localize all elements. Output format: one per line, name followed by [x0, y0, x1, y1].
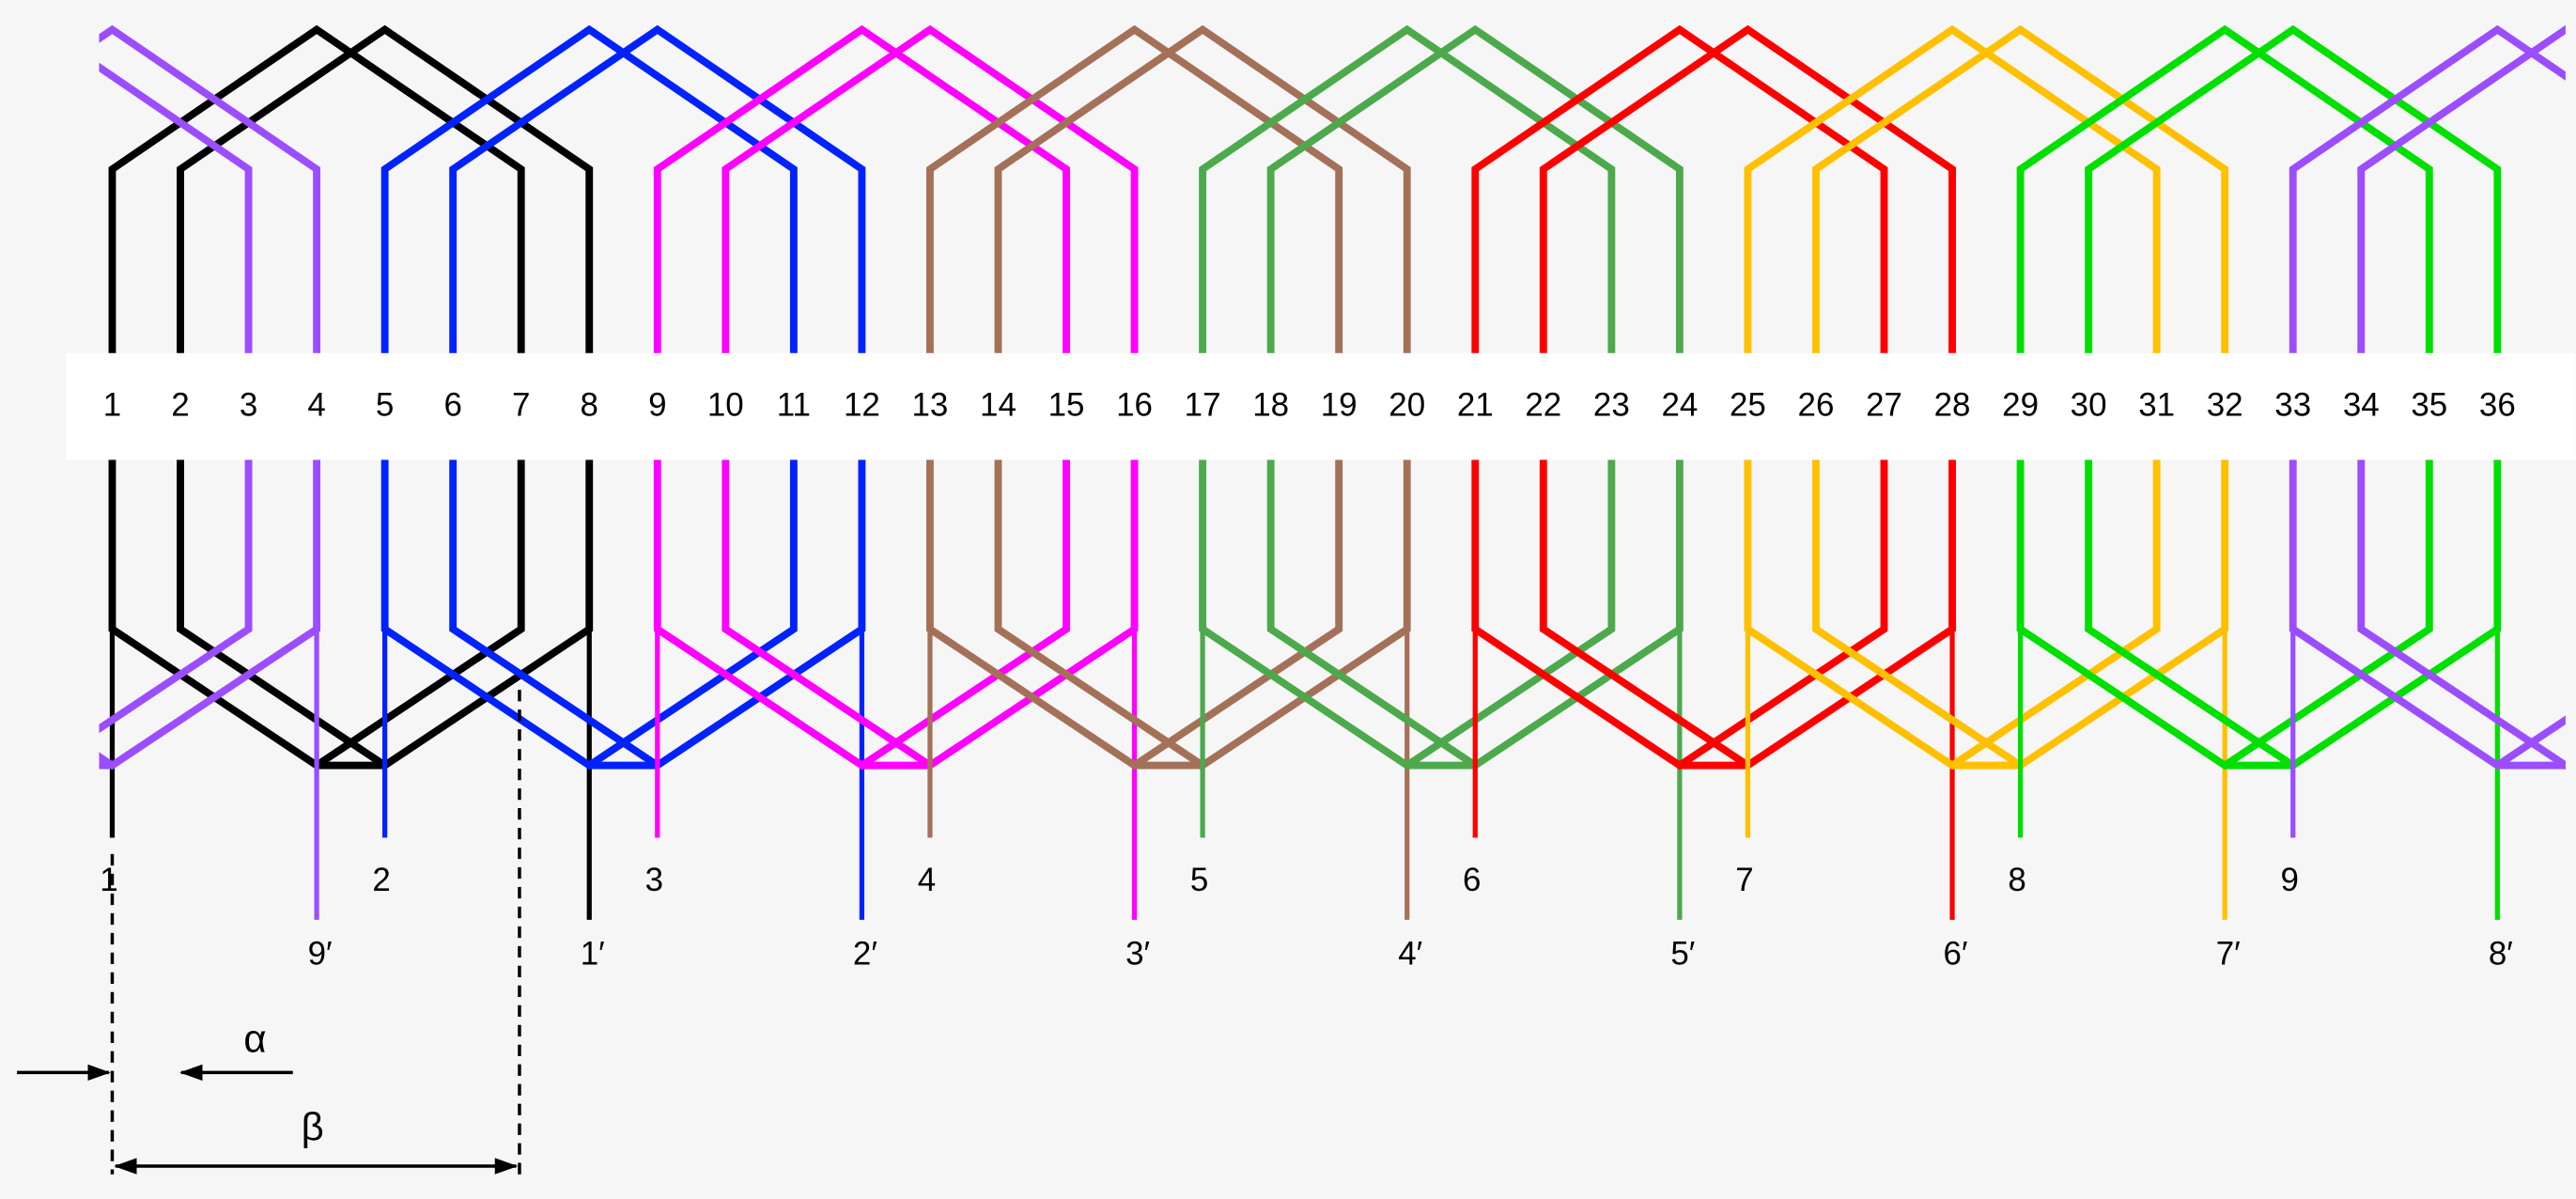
- slot-label: 10: [707, 387, 744, 424]
- slot-band: [66, 352, 2576, 460]
- coil-top: [2289, 24, 2566, 353]
- slot-label: 2: [171, 387, 189, 424]
- coil-top: [2085, 24, 2502, 353]
- lead-end-label: 1′: [581, 936, 605, 973]
- slot-label: 9: [648, 387, 666, 424]
- lead-end-label: 4′: [1398, 936, 1422, 973]
- slot-label: 4: [307, 387, 325, 424]
- slot-label: 15: [1048, 387, 1085, 424]
- slot-label: 20: [1389, 387, 1425, 424]
- lead-end-label: 3′: [1125, 936, 1150, 973]
- slot-label: 13: [912, 387, 949, 424]
- slot-label: 23: [1593, 387, 1630, 424]
- slot-label: 11: [777, 387, 811, 424]
- slot-label: 7: [512, 387, 530, 424]
- slot-label: 6: [443, 387, 461, 424]
- coils: [99, 24, 2566, 920]
- lead-start-label: 5: [1190, 862, 1208, 898]
- slot-label: 14: [980, 387, 1016, 424]
- coil-bottom: [2357, 459, 2566, 771]
- coil-top: [1471, 24, 1888, 353]
- lead-start-label: 9: [2281, 862, 2299, 898]
- slot-label: 25: [1730, 387, 1766, 424]
- coil-top: [1266, 24, 1684, 353]
- coil-top: [380, 24, 798, 353]
- coil-top: [99, 24, 321, 353]
- slot-label: 5: [376, 387, 394, 424]
- coil-top: [722, 24, 1139, 353]
- slot-label: 35: [2411, 387, 2447, 424]
- lead-end-label: 9′: [308, 936, 333, 973]
- beta-label: β: [302, 1105, 324, 1149]
- slot-label: 19: [1321, 387, 1358, 424]
- coil-top: [99, 62, 253, 353]
- lead-end-label: 5′: [1670, 936, 1695, 973]
- lead-end-label: 8′: [2489, 936, 2513, 973]
- coil-top: [1812, 24, 2229, 353]
- slot-label: 8: [581, 387, 598, 424]
- lead-start-label: 2: [372, 862, 390, 898]
- lead-start-label: 6: [1463, 862, 1481, 898]
- lead-end-label: 2′: [853, 936, 877, 973]
- slot-label: 30: [2071, 387, 2107, 424]
- dimensions: [17, 690, 521, 1175]
- slot-label: 36: [2479, 387, 2516, 424]
- slot-label: 28: [1934, 387, 1971, 424]
- slot-label: 31: [2138, 387, 2175, 424]
- slot-label: 18: [1252, 387, 1289, 424]
- coil-top: [108, 24, 525, 353]
- coil-top: [2357, 24, 2566, 353]
- labels: 1 2 3 4 5 6 7 8 9 10 11 12 13 14 15 16 17 18 19 20 21 22 23 24 2…: [100, 387, 2516, 973]
- alpha-label: α: [243, 1016, 266, 1060]
- coil-top: [994, 24, 1411, 353]
- coil-top: [653, 24, 1070, 353]
- coil-top: [1744, 24, 2161, 353]
- slot-label: 27: [1866, 387, 1902, 424]
- slot-label: 12: [844, 387, 880, 424]
- lead-start-label: 7: [1735, 862, 1753, 898]
- slot-label: 33: [2274, 387, 2311, 424]
- slot-label: 21: [1457, 387, 1494, 424]
- slot-label: 29: [2002, 387, 2039, 424]
- slot-label: 3: [240, 387, 257, 424]
- slot-label: 34: [2343, 387, 2380, 424]
- coil-top: [1539, 24, 1956, 353]
- coil-bottom: [99, 459, 253, 734]
- lead-start-label: 3: [645, 862, 663, 898]
- slot-label: 32: [2207, 387, 2243, 424]
- lead-end-label: 6′: [1944, 936, 1968, 973]
- slot-label: 16: [1116, 387, 1153, 424]
- coil-top: [177, 24, 594, 353]
- coil-top: [926, 24, 1343, 353]
- slot-label: 26: [1798, 387, 1835, 424]
- coil-top: [1199, 24, 1616, 353]
- coil-top: [2016, 24, 2433, 353]
- slot-label: 22: [1525, 387, 1561, 424]
- lead-start-label: 1: [100, 862, 117, 898]
- coil-bottom: [99, 459, 321, 771]
- slot-label: 17: [1185, 387, 1221, 424]
- coil-bottom: [2289, 459, 2566, 771]
- lead-start-label: 4: [918, 862, 936, 898]
- slot-label: 24: [1661, 387, 1698, 424]
- coil-top: [449, 24, 866, 353]
- slot-label: 1: [103, 387, 121, 424]
- lead-end-label: 7′: [2216, 936, 2241, 973]
- lead-start-label: 8: [2008, 862, 2025, 898]
